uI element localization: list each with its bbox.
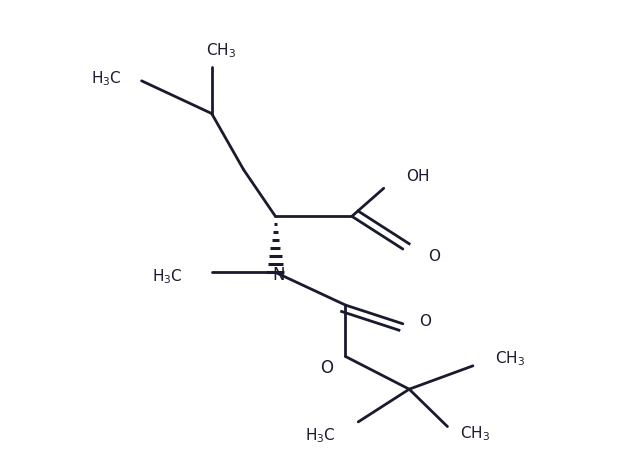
Text: O: O xyxy=(428,249,440,264)
Text: OH: OH xyxy=(406,169,429,184)
Text: H$_3$C: H$_3$C xyxy=(305,427,336,445)
Text: H$_3$C: H$_3$C xyxy=(152,268,183,286)
Text: N: N xyxy=(273,266,285,284)
Text: CH$_3$: CH$_3$ xyxy=(495,350,525,368)
Text: O: O xyxy=(320,359,333,377)
Text: H$_3$C: H$_3$C xyxy=(91,69,122,88)
Text: O: O xyxy=(419,314,431,329)
Text: CH$_3$: CH$_3$ xyxy=(460,424,490,443)
Text: CH$_3$: CH$_3$ xyxy=(206,41,236,60)
